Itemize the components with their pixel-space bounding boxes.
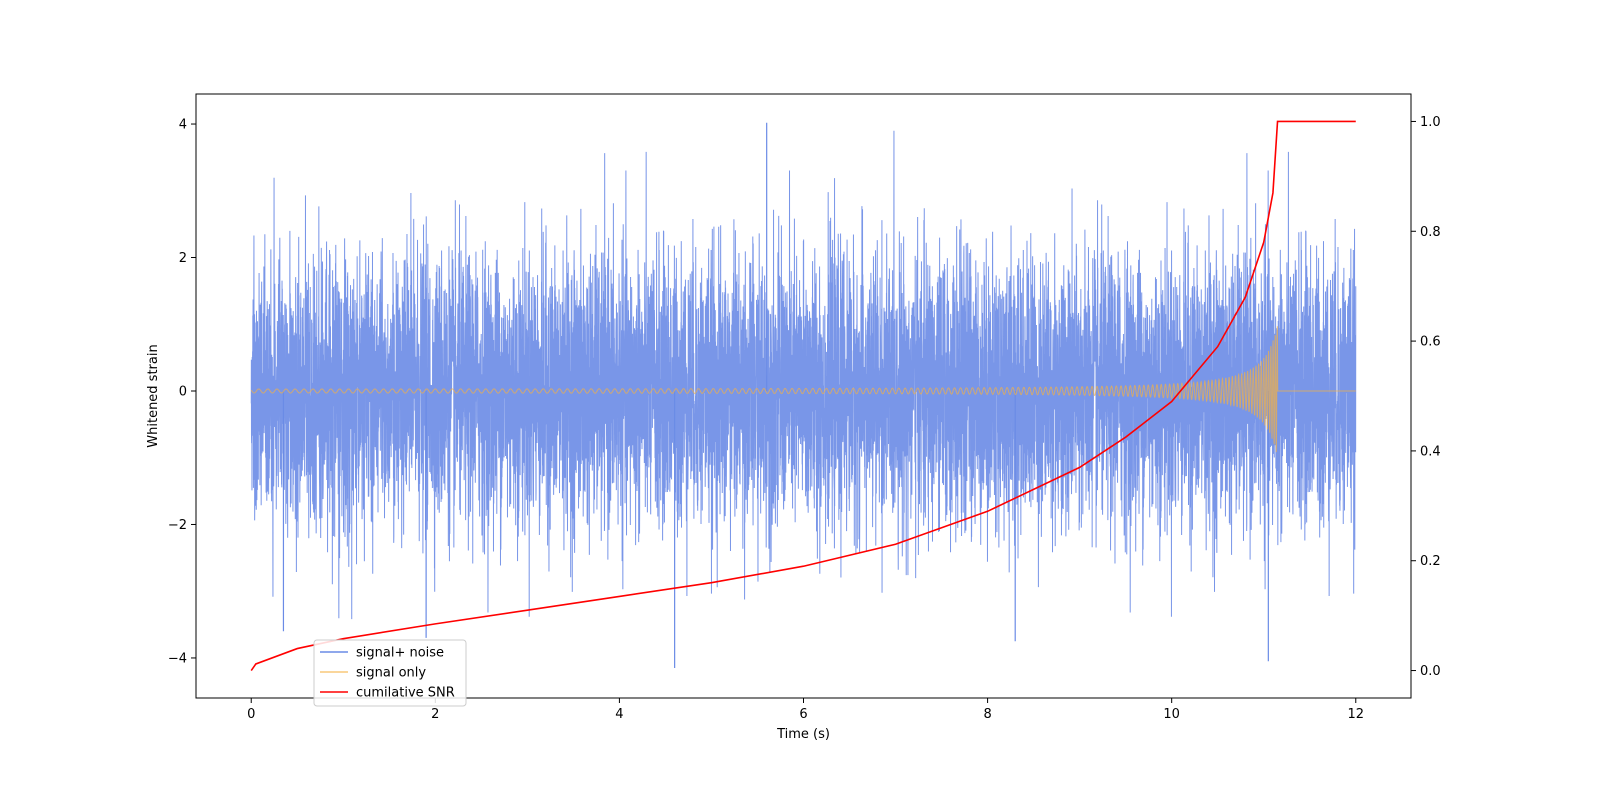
legend-box: [313, 639, 467, 707]
x-axis: 0 2 4 6 8 10 12: [247, 698, 1364, 722]
x-tick-label-0: 0: [247, 707, 255, 722]
series-signal-noise: [250, 130, 1357, 620]
y2-tick-label-5: 1.0: [1420, 115, 1441, 130]
y2-tick-label-4: 0.8: [1420, 225, 1441, 240]
x-tick-label-3: 6: [799, 707, 807, 722]
x-tick-label-6: 12: [1347, 707, 1364, 722]
series-cumulative-snr: [250, 120, 1356, 672]
y-tick-label-3: 2: [179, 251, 187, 266]
legend: signal+ noise signal only cumilative SNR: [313, 639, 467, 707]
y-tick-label-4: 4: [179, 118, 187, 133]
y-axis-left: −4 −2 0 2 4: [168, 118, 196, 666]
y2-tick-label-1: 0.2: [1420, 554, 1441, 569]
y-tick-label-2: 0: [179, 384, 187, 399]
y2-tick-label-2: 0.4: [1420, 444, 1441, 459]
x-tick-label-5: 10: [1163, 707, 1180, 722]
x-tick-label-1: 2: [431, 707, 439, 722]
series-layer: [250, 120, 1357, 672]
legend-label-1: signal only: [356, 666, 426, 681]
legend-label-0: signal+ noise: [356, 646, 444, 661]
y2-tick-label-3: 0.6: [1420, 335, 1441, 350]
legend-label-2: cumilative SNR: [356, 686, 455, 701]
x-axis-label: Time (s): [776, 727, 830, 742]
y2-tick-label-0: 0.0: [1420, 664, 1441, 679]
x-tick-label-2: 4: [615, 707, 623, 722]
y-tick-label-0: −4: [168, 651, 187, 666]
y-axis-label: Whitened strain: [146, 344, 161, 447]
series-signal-only: [250, 326, 1356, 453]
y-axis-right: 0.0 0.2 0.4 0.6 0.8 1.0: [1411, 115, 1441, 679]
x-tick-label-4: 8: [983, 707, 991, 722]
y-tick-label-1: −2: [168, 518, 187, 533]
